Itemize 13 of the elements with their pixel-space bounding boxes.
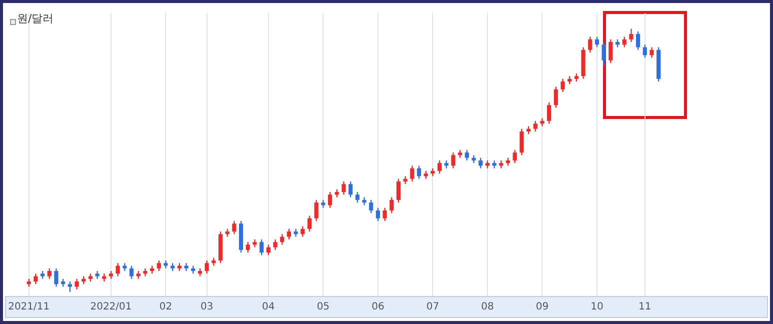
x-tick-label: 09 [536, 302, 549, 313]
x-tick-label: 03 [200, 302, 214, 313]
x-tick-label: 02 [159, 302, 172, 313]
x-tick-label: 2021/11 [8, 302, 50, 313]
x-tick-label: 05 [316, 302, 330, 313]
x-tick-label: 08 [481, 302, 494, 313]
y-axis-title: 원/달러 [17, 12, 54, 25]
x-tick-label: 2022/01 [90, 302, 132, 313]
x-tick-label: 11 [638, 302, 652, 313]
x-tick-label: 07 [426, 302, 440, 313]
x-tick-label: 06 [372, 302, 384, 313]
x-tick-label: 10 [590, 302, 604, 313]
x-tick-label: 04 [262, 302, 275, 313]
